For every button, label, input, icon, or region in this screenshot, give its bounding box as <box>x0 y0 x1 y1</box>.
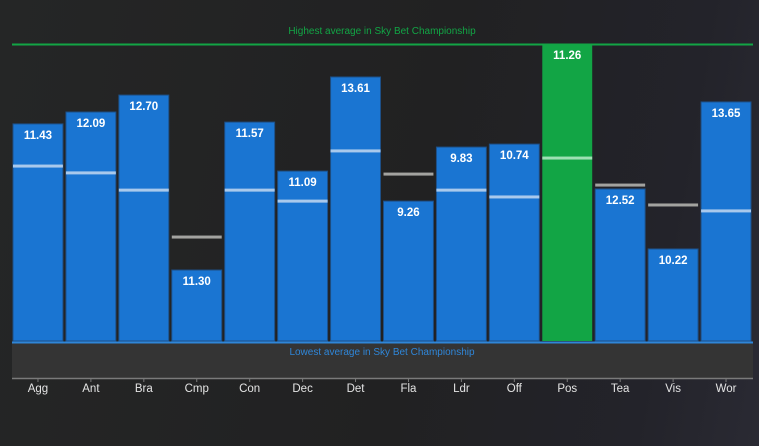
avg-marker-fla <box>383 172 434 176</box>
x-label-off: Off <box>507 383 523 395</box>
x-label-dec: Dec <box>292 383 313 395</box>
bar-con <box>224 121 276 342</box>
avg-marker-agg <box>13 164 63 168</box>
x-label-ant: Ant <box>82 383 100 395</box>
bar-fla <box>383 200 434 342</box>
bar-agg <box>12 123 64 342</box>
bar-wor <box>700 101 752 342</box>
avg-marker-off <box>489 195 540 199</box>
avg-marker-cmp <box>171 235 222 239</box>
avg-marker-det <box>330 149 381 153</box>
avg-marker-pos <box>542 156 593 160</box>
avg-marker-ant <box>65 171 116 175</box>
value-label-vis: 10.22 <box>659 255 688 267</box>
x-label-con: Con <box>239 383 260 395</box>
x-label-vis: Vis <box>665 383 681 395</box>
x-label-pos: Pos <box>557 383 577 395</box>
avg-marker-dec <box>277 199 328 203</box>
avg-marker-vis <box>648 203 699 207</box>
x-label-fla: Fla <box>400 383 417 395</box>
bar-det <box>330 76 382 342</box>
bar-bra <box>118 94 170 342</box>
x-label-wor: Wor <box>716 383 737 395</box>
x-labels-group: Agg Ant Bra Cmp Con Dec Det Fla Ldr Off Pos Tea Vis W… <box>28 383 737 395</box>
value-label-det: 13.61 <box>341 83 370 95</box>
x-ticks-group <box>37 378 727 382</box>
value-label-pos: 11.26 <box>553 50 581 62</box>
lowest-label: Lowest average in Sky Bet Championship <box>289 347 475 358</box>
bar-tea <box>594 188 646 342</box>
value-label-fla: 9.26 <box>397 207 419 219</box>
bar-vis <box>647 248 699 342</box>
value-label-ant: 12.09 <box>77 118 106 130</box>
bar-cmp <box>171 269 223 342</box>
x-label-det: Det <box>347 383 366 395</box>
value-label-ldr: 9.83 <box>450 153 472 165</box>
value-labels-group: 11.43 12.09 12.70 11.30 11.57 11.09 13.61 9.26 9… <box>24 50 741 288</box>
value-label-bra: 12.70 <box>129 101 158 113</box>
x-label-bra: Bra <box>135 383 154 395</box>
bar-off <box>488 143 540 342</box>
x-label-agg: Agg <box>28 383 48 395</box>
value-label-cmp: 11.30 <box>183 276 211 288</box>
bar-ldr <box>435 146 487 342</box>
bars-group <box>12 44 752 342</box>
avg-marker-tea <box>595 183 646 187</box>
lowest-band <box>12 342 753 378</box>
avg-marker-wor <box>701 209 751 213</box>
value-label-wor: 13.65 <box>712 108 741 120</box>
x-label-tea: Tea <box>611 383 630 395</box>
value-label-dec: 11.09 <box>289 177 317 189</box>
x-label-cmp: Cmp <box>185 383 209 395</box>
avg-marker-bra <box>118 188 169 192</box>
avg-marker-ldr <box>436 188 487 192</box>
value-label-tea: 12.52 <box>606 195 635 207</box>
x-label-ldr: Ldr <box>453 383 470 395</box>
avg-marker-con <box>224 188 275 192</box>
value-label-agg: 11.43 <box>24 130 52 142</box>
value-label-off: 10.74 <box>500 150 529 162</box>
bar-pos <box>542 44 593 341</box>
average-markers-group <box>13 149 751 239</box>
highest-label: Highest average in Sky Bet Championship <box>288 26 476 37</box>
value-label-con: 11.57 <box>236 128 264 140</box>
bar-dec <box>277 170 329 342</box>
bar-ant <box>65 111 117 342</box>
